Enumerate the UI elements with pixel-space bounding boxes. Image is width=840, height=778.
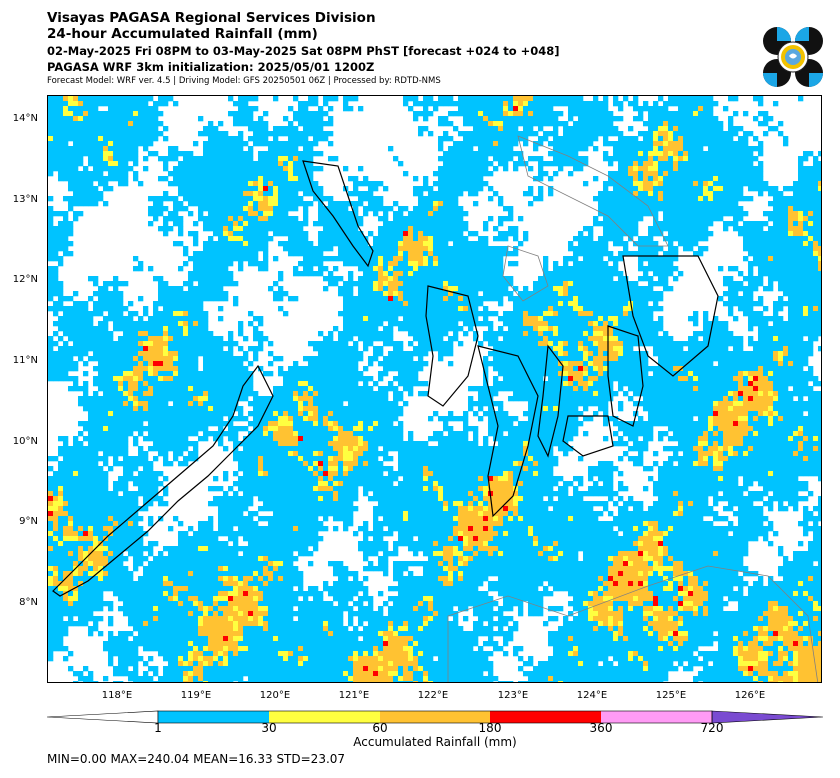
masbate-coastline bbox=[502, 245, 549, 302]
lat-label: 14°N bbox=[12, 113, 38, 124]
rainfall-cells bbox=[48, 96, 821, 682]
lat-label: 13°N bbox=[12, 194, 38, 205]
lat-label: 10°N bbox=[12, 436, 38, 447]
rainfall-colorbar bbox=[47, 710, 823, 724]
rainfall-field bbox=[48, 96, 821, 682]
colorbar-bin bbox=[490, 711, 601, 723]
forecast-period: 02-May-2025 Fri 08PM to 03-May-2025 Sat … bbox=[47, 44, 560, 58]
lon-label: 120°E bbox=[259, 690, 291, 701]
lon-label: 121°E bbox=[338, 690, 370, 701]
rainfall-map bbox=[47, 95, 822, 683]
colorbar-tick: 720 bbox=[700, 721, 724, 735]
lon-label: 124°E bbox=[576, 690, 608, 701]
cebu-coastline bbox=[537, 344, 564, 458]
model-info: Forecast Model: WRF ver. 4.5 | Driving M… bbox=[47, 76, 441, 86]
lat-label: 12°N bbox=[12, 274, 38, 285]
lon-label: 125°E bbox=[655, 690, 687, 701]
colorbar-bin bbox=[269, 711, 380, 723]
leyte-coastline bbox=[607, 325, 644, 427]
pagasa-logo bbox=[763, 27, 823, 87]
colorbar-label: Accumulated Rainfall (mm) bbox=[353, 735, 517, 749]
colorbar-bin bbox=[158, 711, 269, 723]
bicol-coastline bbox=[517, 135, 669, 247]
lon-label: 119°E bbox=[180, 690, 212, 701]
map-title: Visayas PAGASA Regional Services Divisio… bbox=[47, 10, 376, 26]
bohol-coastline bbox=[562, 415, 614, 457]
lon-label: 126°E bbox=[734, 690, 766, 701]
mindanao-coastline bbox=[447, 565, 819, 682]
lat-label: 8°N bbox=[19, 597, 38, 608]
mindoro-coastline bbox=[302, 160, 374, 268]
colorbar-tick: 30 bbox=[261, 721, 277, 735]
lon-label: 118°E bbox=[101, 690, 133, 701]
lat-label: 9°N bbox=[19, 516, 38, 527]
colorbar-tick: 360 bbox=[589, 721, 613, 735]
field-statistics: MIN=0.00 MAX=240.04 MEAN=16.33 STD=23.07 bbox=[47, 752, 346, 766]
samar-coastline bbox=[622, 255, 719, 377]
colorbar-tick: 1 bbox=[154, 721, 162, 735]
palawan-coastline bbox=[52, 364, 274, 597]
colorbar-tick: 180 bbox=[478, 721, 502, 735]
lon-label: 123°E bbox=[497, 690, 529, 701]
init-time: PAGASA WRF 3km initialization: 2025/05/0… bbox=[47, 60, 375, 74]
negros-coastline bbox=[477, 345, 539, 518]
lat-label: 11°N bbox=[12, 355, 38, 366]
colorbar-bin bbox=[601, 711, 712, 723]
colorbar-bin bbox=[380, 711, 490, 723]
map-subtitle: 24-hour Accumulated Rainfall (mm) bbox=[47, 26, 318, 42]
lon-label: 122°E bbox=[417, 690, 449, 701]
colorbar-tick: 60 bbox=[372, 721, 388, 735]
panay-coastline bbox=[425, 285, 479, 407]
